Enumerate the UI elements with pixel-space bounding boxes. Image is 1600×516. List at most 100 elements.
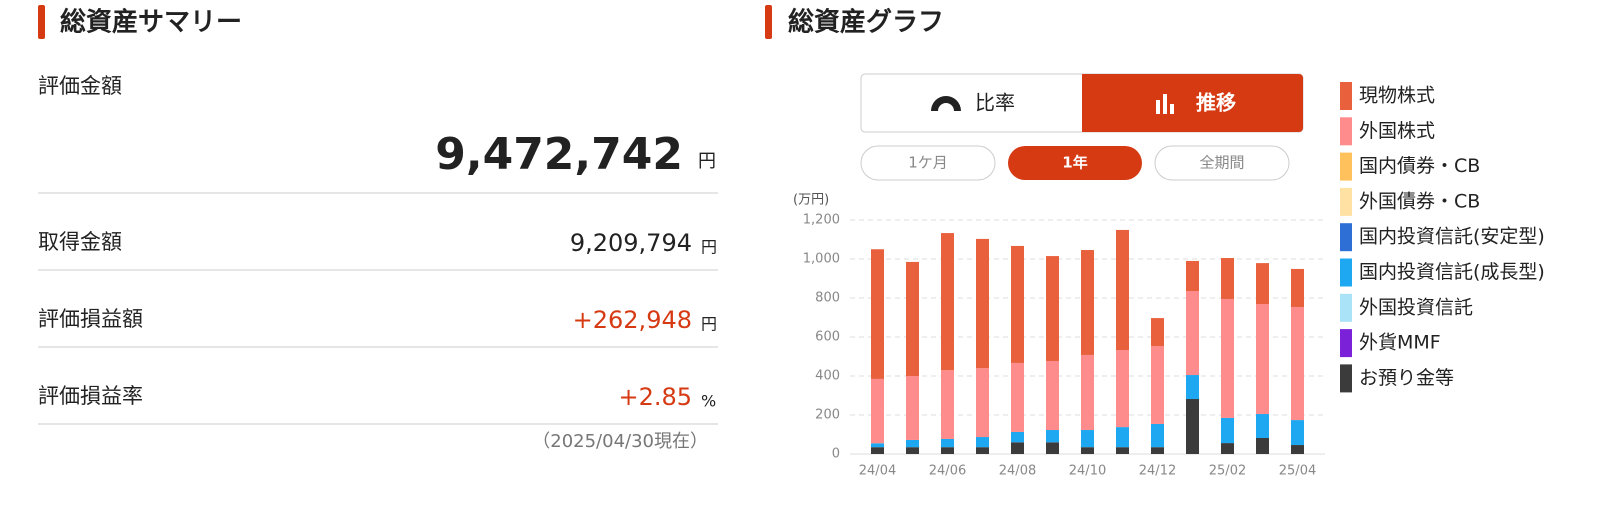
legend-swatch bbox=[1340, 364, 1352, 393]
chart: 0 200 400 600 800 1,000 1,200 24/04 24/06 24/08 24… bbox=[803, 213, 1325, 479]
period-button[interactable] bbox=[1154, 145, 1290, 181]
bar-segment bbox=[1186, 290, 1199, 376]
legend-label: 現物株式 bbox=[1359, 85, 1435, 107]
row-label: 評価損益率 bbox=[38, 384, 143, 408]
bar-segment bbox=[871, 447, 884, 454]
x-tick-label: 25/02 bbox=[1209, 464, 1246, 479]
tab-trend[interactable]: 推移 bbox=[1082, 74, 1303, 132]
bar-segment bbox=[1186, 399, 1199, 454]
bar-segment bbox=[1046, 442, 1059, 454]
y-tick-label: 0 bbox=[832, 447, 840, 462]
x-tick-label: 25/04 bbox=[1279, 464, 1316, 479]
legend-swatch bbox=[1340, 82, 1352, 110]
tab-ratio[interactable]: 比率 bbox=[931, 91, 1015, 115]
bar-segment bbox=[1081, 354, 1094, 431]
bar-segment bbox=[1291, 445, 1304, 454]
legend-swatch bbox=[1340, 293, 1352, 322]
y-tick-label: 1,200 bbox=[803, 213, 840, 228]
bar-segment bbox=[906, 261, 919, 376]
y-tick-label: 200 bbox=[815, 408, 840, 423]
row-label: 取得金額 bbox=[38, 230, 122, 254]
title-accent bbox=[38, 5, 45, 39]
period-label[interactable]: 1年 bbox=[1062, 154, 1087, 172]
bar-segment bbox=[1011, 442, 1024, 454]
bar-icon bbox=[1163, 94, 1167, 114]
bar-segment bbox=[1221, 258, 1234, 299]
bar-segment bbox=[1011, 431, 1024, 443]
bar-segment bbox=[1011, 245, 1024, 363]
bar-segment bbox=[906, 447, 919, 454]
main-unit: 円 bbox=[698, 151, 716, 172]
legend-label: 国内投資信託(成長型) bbox=[1359, 261, 1545, 283]
title-accent bbox=[765, 5, 772, 39]
period-1y[interactable]: 1年 bbox=[1008, 146, 1142, 180]
row-label: 評価損益額 bbox=[38, 307, 143, 331]
row-unit: 円 bbox=[701, 238, 717, 257]
bar-segment bbox=[1046, 256, 1059, 361]
row-value: 9,209,794 bbox=[570, 229, 692, 257]
summary-title: 総資産サマリー bbox=[60, 7, 242, 38]
period-all[interactable]: 全期間 bbox=[1154, 145, 1290, 181]
row-unit: 円 bbox=[701, 315, 717, 334]
bar-segment bbox=[1186, 260, 1199, 291]
bar-segment bbox=[976, 437, 989, 448]
legend-label: 外貨MMF bbox=[1359, 332, 1441, 354]
bar-segment bbox=[941, 438, 954, 448]
bar-segment bbox=[1046, 360, 1059, 431]
bar-segment bbox=[1151, 447, 1164, 454]
bar-segment bbox=[1256, 414, 1269, 439]
period-label[interactable]: 1ケ月 bbox=[908, 154, 948, 172]
bar-segment bbox=[1291, 420, 1304, 446]
bar-icon bbox=[1170, 104, 1174, 114]
period-button[interactable] bbox=[860, 145, 996, 181]
tab-active-bg bbox=[1082, 74, 1303, 132]
bar-segment bbox=[1151, 318, 1164, 346]
legend-swatch bbox=[1340, 329, 1352, 358]
gauge-icon bbox=[931, 96, 961, 111]
bar-segment bbox=[941, 447, 954, 454]
bar-segment bbox=[941, 370, 954, 439]
y-tick-label: 400 bbox=[815, 369, 840, 384]
bar-segment bbox=[976, 447, 989, 454]
legend-swatch bbox=[1340, 258, 1352, 287]
bar-segment bbox=[1221, 417, 1234, 444]
x-tick-label: 24/04 bbox=[859, 464, 896, 479]
bar-icon bbox=[1156, 100, 1160, 114]
main-label: 評価金額 bbox=[38, 74, 122, 98]
bar-segment bbox=[1011, 362, 1024, 432]
main-value: 9,472,742 bbox=[435, 129, 683, 180]
bar-segment bbox=[1081, 250, 1094, 355]
bar-segment bbox=[976, 238, 989, 369]
as-of-note: （2025/04/30現在） bbox=[532, 431, 708, 452]
x-tick-label: 24/06 bbox=[929, 464, 966, 479]
legend-label: 国内投資信託(安定型) bbox=[1359, 226, 1545, 248]
legend-swatch bbox=[1340, 223, 1352, 252]
bar-segment bbox=[1046, 430, 1059, 443]
bar-segment bbox=[976, 368, 989, 438]
bar-segment bbox=[1221, 443, 1234, 454]
period-1m[interactable]: 1ケ月 bbox=[860, 145, 996, 181]
bar-segment bbox=[1116, 350, 1129, 428]
row-value: +262,948 bbox=[573, 306, 692, 334]
bar-segment bbox=[941, 233, 954, 371]
tab-label[interactable]: 比率 bbox=[975, 91, 1015, 115]
bar-segment bbox=[906, 376, 919, 440]
bar-segment bbox=[1186, 375, 1199, 400]
period-button[interactable] bbox=[1008, 146, 1142, 180]
bar-segment bbox=[1116, 447, 1129, 454]
period-label[interactable]: 全期間 bbox=[1199, 154, 1244, 172]
tab-label[interactable]: 推移 bbox=[1196, 91, 1236, 115]
legend-label: 外国株式 bbox=[1359, 120, 1435, 142]
legend-swatch bbox=[1340, 152, 1352, 181]
bar-segment bbox=[871, 249, 884, 379]
bar-segment bbox=[871, 378, 884, 444]
x-tick-label: 24/12 bbox=[1139, 464, 1176, 479]
bar-segment bbox=[906, 439, 919, 448]
bar-segment bbox=[1116, 229, 1129, 351]
legend-label: お預り金等 bbox=[1359, 367, 1454, 389]
y-tick-label: 600 bbox=[815, 330, 840, 345]
legend-label: 外国債券・CB bbox=[1359, 190, 1480, 212]
bar-segment bbox=[1256, 263, 1269, 305]
